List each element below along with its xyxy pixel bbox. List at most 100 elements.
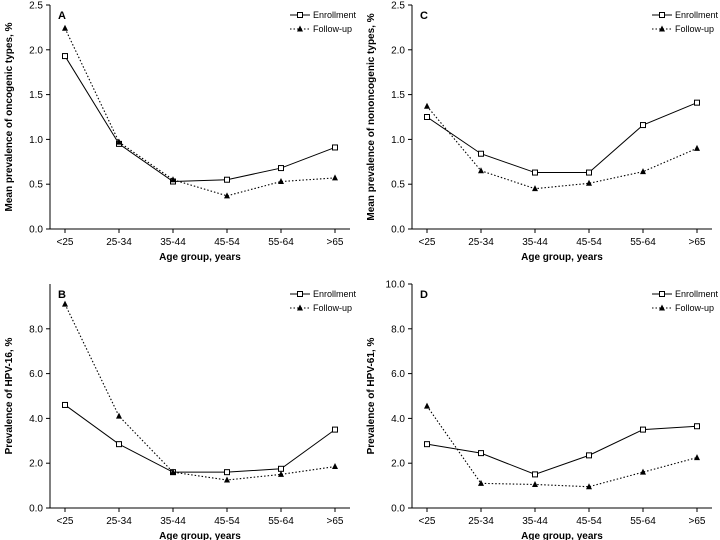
data-point-follow-up	[586, 179, 592, 186]
data-point-enrollment	[478, 150, 484, 157]
data-point-enrollment	[478, 450, 484, 457]
y-tick-label: 10.0	[386, 280, 406, 291]
series-line-enrollment	[64, 55, 336, 183]
y-tick-label: 0.5	[391, 180, 405, 191]
y-tick-label: 0.0	[29, 225, 43, 236]
data-point-follow-up	[116, 138, 122, 145]
x-tick-label: 35-44	[522, 237, 548, 248]
series-line-enrollment	[64, 404, 336, 473]
data-point-enrollment	[694, 423, 700, 430]
legend-marker-follow-up	[297, 304, 303, 311]
legend-marker-follow-up	[659, 304, 665, 311]
series-line-follow-up	[426, 105, 698, 190]
data-point-enrollment	[424, 441, 430, 448]
legend-label-follow-up: Follow-up	[313, 303, 352, 313]
y-axis-title: Prevalence of HPV-61, %	[366, 338, 377, 455]
y-tick-label: 2.5	[391, 1, 405, 12]
data-point-follow-up	[116, 412, 122, 419]
x-tick-label: 45-54	[576, 237, 602, 248]
legend-marker-enrollment	[659, 12, 665, 18]
x-tick-label: 25-34	[106, 516, 132, 527]
x-axis-title: Age group, years	[159, 252, 241, 263]
y-axis-title: Prevalence of HPV-16, %	[4, 338, 15, 455]
x-tick-label: >65	[689, 237, 706, 248]
y-tick-label: 0.0	[29, 504, 43, 515]
data-point-follow-up	[694, 454, 700, 461]
data-point-enrollment	[332, 144, 338, 151]
panel-label: D	[420, 289, 428, 301]
data-point-follow-up	[478, 479, 484, 486]
data-point-enrollment	[532, 169, 538, 176]
x-tick-label: <25	[57, 237, 74, 248]
x-tick-label: 25-34	[468, 237, 494, 248]
panel-c: 0.0 0.5 1.0 1.5 2.0 2.5 <25 25-34 35-44 45-54 55-6…	[366, 1, 719, 264]
y-tick-label: 0.0	[391, 225, 405, 236]
data-point-follow-up	[532, 480, 538, 487]
x-tick-label: 45-54	[576, 516, 602, 527]
data-point-enrollment	[640, 122, 646, 129]
data-point-follow-up	[640, 468, 646, 475]
x-tick-label: >65	[689, 516, 706, 527]
data-point-enrollment	[62, 53, 68, 60]
data-point-enrollment	[62, 401, 68, 408]
panel-label: B	[58, 289, 66, 301]
x-tick-label: 55-64	[268, 516, 294, 527]
y-tick-label: 6.0	[29, 369, 43, 380]
data-point-follow-up	[424, 102, 430, 109]
data-point-follow-up	[532, 185, 538, 192]
legend-label-enrollment: Enrollment	[675, 289, 719, 299]
y-tick-label: 2.0	[391, 45, 405, 56]
legend-marker-follow-up	[659, 25, 665, 32]
legend-label-follow-up: Follow-up	[313, 24, 352, 34]
x-axis-title: Age group, years	[521, 252, 603, 263]
data-point-enrollment	[278, 465, 284, 472]
data-point-enrollment	[640, 426, 646, 433]
x-tick-label: 25-34	[468, 516, 494, 527]
data-point-follow-up	[332, 174, 338, 181]
data-point-enrollment	[116, 441, 122, 448]
data-point-follow-up	[332, 463, 338, 470]
y-tick-label: 0.0	[391, 504, 405, 515]
x-tick-label: 25-34	[106, 237, 132, 248]
series-line-follow-up	[64, 28, 336, 197]
x-tick-label: <25	[419, 516, 436, 527]
legend-label-follow-up: Follow-up	[675, 303, 714, 313]
x-tick-label: 35-44	[160, 516, 186, 527]
data-point-follow-up	[424, 402, 430, 409]
x-tick-label: >65	[327, 516, 344, 527]
legend-label-enrollment: Enrollment	[675, 10, 719, 20]
data-point-enrollment	[694, 99, 700, 106]
y-tick-label: 4.0	[391, 414, 405, 425]
x-tick-label: <25	[57, 516, 74, 527]
x-tick-label: 55-64	[268, 237, 294, 248]
data-point-enrollment	[586, 169, 592, 176]
data-point-follow-up	[224, 192, 230, 199]
data-point-follow-up	[694, 144, 700, 151]
y-tick-label: 1.5	[391, 90, 405, 101]
panel-label: C	[420, 10, 428, 22]
x-axis-title: Age group, years	[159, 531, 241, 540]
panel-label: A	[58, 10, 66, 22]
x-tick-label: 55-64	[630, 516, 656, 527]
y-axis-title: Mean prevalence of oncogenic types, %	[4, 22, 15, 211]
y-axis-title: Mean prevalence of nononcogenic types, %	[366, 13, 377, 220]
legend-label-follow-up: Follow-up	[675, 24, 714, 34]
data-point-enrollment	[424, 114, 430, 120]
y-tick-label: 1.0	[391, 135, 405, 146]
legend-label-enrollment: Enrollment	[313, 10, 357, 20]
data-point-enrollment	[224, 176, 230, 183]
series-line-follow-up	[64, 303, 336, 481]
legend-label-enrollment: Enrollment	[313, 289, 357, 299]
series-line-enrollment	[426, 425, 698, 475]
legend-marker-enrollment	[659, 291, 665, 297]
y-tick-label: 2.0	[391, 459, 405, 470]
x-tick-label: <25	[419, 237, 436, 248]
y-tick-label: 2.0	[29, 45, 43, 56]
legend-marker-follow-up	[297, 25, 303, 32]
panel-b: 0.0 2.0 4.0 6.0 8.0 <25 25-34 35-44 45-54 55-64 >6…	[4, 284, 357, 540]
data-point-follow-up	[278, 178, 284, 185]
panel-a: 0.0 0.5 1.0 1.5 2.0 2.5 <25 25-34 35-44 45-54 55-6…	[4, 1, 357, 264]
y-tick-label: 1.0	[29, 135, 43, 146]
y-tick-label: 2.0	[29, 459, 43, 470]
